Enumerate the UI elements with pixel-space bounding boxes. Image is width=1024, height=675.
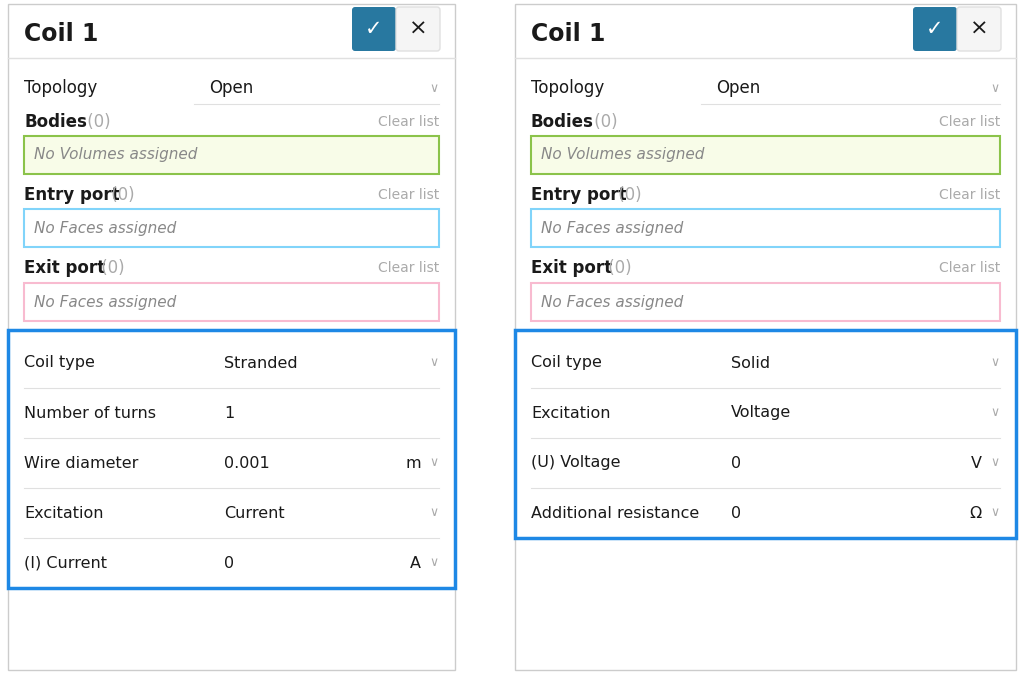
- Text: ∨: ∨: [430, 82, 439, 95]
- Text: Coil 1: Coil 1: [531, 22, 605, 46]
- Text: (0): (0): [96, 259, 125, 277]
- Text: Entry port: Entry port: [24, 186, 120, 204]
- Text: (0): (0): [603, 259, 632, 277]
- FancyBboxPatch shape: [913, 7, 957, 51]
- Text: m: m: [406, 456, 421, 470]
- Text: ∨: ∨: [991, 506, 1000, 520]
- Text: (0): (0): [106, 186, 134, 204]
- Text: Excitation: Excitation: [24, 506, 103, 520]
- Text: ∨: ∨: [430, 356, 439, 369]
- Text: No Faces assigned: No Faces assigned: [34, 294, 176, 310]
- Text: No Faces assigned: No Faces assigned: [541, 221, 683, 236]
- Bar: [531, 136, 1000, 174]
- Text: Bodies: Bodies: [24, 113, 87, 131]
- Text: Clear list: Clear list: [939, 188, 1000, 202]
- Text: Number of turns: Number of turns: [24, 406, 156, 421]
- Text: (0): (0): [589, 113, 617, 131]
- Text: (0): (0): [613, 186, 642, 204]
- Text: Clear list: Clear list: [939, 261, 1000, 275]
- Text: Solid: Solid: [731, 356, 770, 371]
- Text: Clear list: Clear list: [378, 115, 439, 129]
- Bar: [515, 4, 1016, 670]
- Bar: [531, 209, 1000, 247]
- Text: Topology: Topology: [531, 79, 604, 97]
- Text: ∨: ∨: [430, 456, 439, 470]
- Text: Clear list: Clear list: [378, 261, 439, 275]
- FancyBboxPatch shape: [396, 7, 440, 51]
- Text: ∨: ∨: [430, 556, 439, 570]
- Text: Coil type: Coil type: [531, 356, 602, 371]
- Text: 0: 0: [731, 506, 741, 520]
- Text: Wire diameter: Wire diameter: [24, 456, 138, 470]
- Text: Stranded: Stranded: [224, 356, 298, 371]
- Text: No Faces assigned: No Faces assigned: [541, 294, 683, 310]
- Text: No Volumes assigned: No Volumes assigned: [34, 148, 198, 163]
- Text: 0: 0: [224, 556, 234, 570]
- FancyBboxPatch shape: [957, 7, 1001, 51]
- Text: ∨: ∨: [430, 506, 439, 520]
- Text: Ω: Ω: [970, 506, 982, 520]
- Text: Open: Open: [209, 79, 253, 97]
- Text: 1: 1: [224, 406, 234, 421]
- Text: Bodies: Bodies: [531, 113, 594, 131]
- Text: (0): (0): [82, 113, 111, 131]
- Text: 0: 0: [731, 456, 741, 470]
- Text: Clear list: Clear list: [939, 115, 1000, 129]
- Bar: [8, 4, 455, 670]
- Text: No Volumes assigned: No Volumes assigned: [541, 148, 705, 163]
- Text: ∨: ∨: [991, 456, 1000, 470]
- Text: Additional resistance: Additional resistance: [531, 506, 699, 520]
- Bar: [531, 283, 1000, 321]
- Bar: [8, 330, 455, 588]
- Text: ∨: ∨: [991, 356, 1000, 369]
- Text: Coil 1: Coil 1: [24, 22, 98, 46]
- Bar: [24, 136, 439, 174]
- Text: Current: Current: [224, 506, 285, 520]
- Text: ✓: ✓: [927, 19, 944, 39]
- Bar: [24, 209, 439, 247]
- Text: Entry port: Entry port: [531, 186, 627, 204]
- Text: Voltage: Voltage: [731, 406, 792, 421]
- Text: Coil type: Coil type: [24, 356, 95, 371]
- Text: ×: ×: [409, 19, 427, 39]
- Text: A: A: [410, 556, 421, 570]
- Text: Open: Open: [716, 79, 760, 97]
- Text: Topology: Topology: [24, 79, 97, 97]
- Text: Exit port: Exit port: [531, 259, 612, 277]
- Text: ×: ×: [970, 19, 988, 39]
- Text: ✓: ✓: [366, 19, 383, 39]
- Text: No Faces assigned: No Faces assigned: [34, 221, 176, 236]
- Text: Exit port: Exit port: [24, 259, 105, 277]
- Text: ∨: ∨: [991, 82, 1000, 95]
- Bar: [515, 330, 1016, 538]
- Text: 0.001: 0.001: [224, 456, 269, 470]
- FancyBboxPatch shape: [352, 7, 396, 51]
- Text: (U) Voltage: (U) Voltage: [531, 456, 621, 470]
- Text: (I) Current: (I) Current: [24, 556, 106, 570]
- Text: ∨: ∨: [991, 406, 1000, 419]
- Text: Excitation: Excitation: [531, 406, 610, 421]
- Bar: [24, 283, 439, 321]
- Text: Clear list: Clear list: [378, 188, 439, 202]
- Text: V: V: [971, 456, 982, 470]
